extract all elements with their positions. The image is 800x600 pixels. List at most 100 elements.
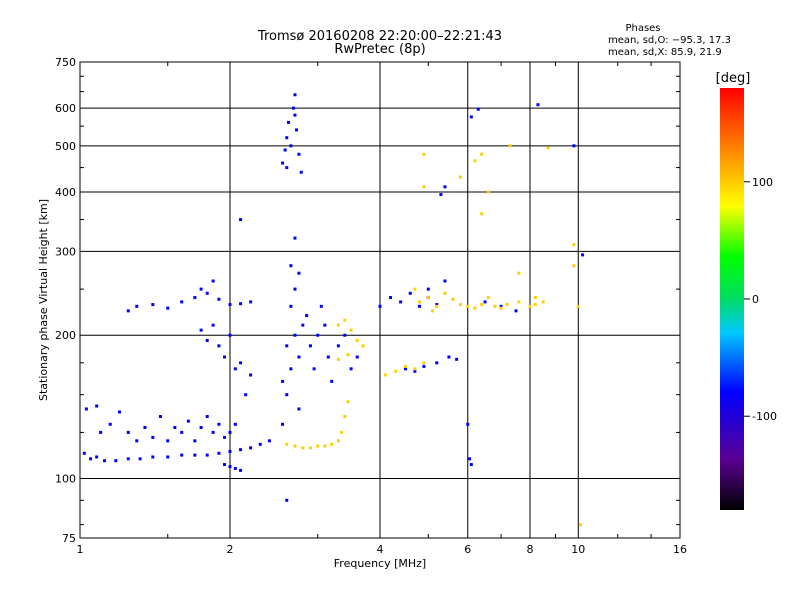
y-tick-label: 750 (55, 56, 76, 69)
data-point (289, 367, 293, 371)
data-point (217, 297, 221, 301)
data-point (422, 152, 426, 156)
data-point (305, 314, 309, 318)
data-point (205, 291, 209, 295)
colorbar-ticks: 100 0 -100 (744, 176, 777, 423)
data-point (289, 144, 293, 148)
data-point (546, 146, 550, 150)
data-point (285, 344, 289, 348)
data-point (223, 435, 227, 439)
data-point (413, 367, 417, 371)
data-point (211, 430, 215, 434)
y-tick-label: 75 (62, 532, 76, 545)
data-point (281, 379, 285, 383)
data-point (173, 425, 177, 429)
data-point (180, 430, 184, 434)
data-point (572, 264, 576, 268)
data-point (205, 414, 209, 418)
data-point (455, 357, 459, 361)
data-point (443, 185, 447, 189)
data-point (533, 296, 537, 300)
data-point (408, 291, 412, 295)
data-point (293, 444, 297, 448)
data-point (572, 243, 576, 247)
data-point (151, 435, 155, 439)
data-points (82, 93, 585, 527)
data-point (316, 444, 320, 448)
data-point (536, 103, 540, 107)
data-point (186, 419, 190, 423)
data-point (340, 430, 344, 434)
data-point (486, 190, 490, 194)
data-point (336, 439, 340, 443)
tick-labels: 1 2 4 6 8 10 16 75 100 200 300 400 500 600 750 (55, 56, 687, 556)
data-point (301, 446, 305, 450)
y-tick-label: 500 (55, 140, 76, 153)
data-point (281, 422, 285, 426)
data-point (286, 120, 290, 124)
data-point (217, 451, 221, 455)
data-point (239, 361, 243, 365)
data-point (349, 367, 353, 371)
data-point (326, 355, 330, 359)
data-point (299, 170, 303, 174)
data-point (403, 364, 407, 368)
data-point (84, 407, 88, 411)
data-point (158, 414, 162, 418)
data-point (135, 439, 139, 443)
data-point (480, 152, 484, 156)
data-point (413, 369, 417, 373)
data-point (343, 333, 347, 337)
data-point (126, 430, 130, 434)
data-point (576, 304, 580, 308)
data-point (355, 338, 359, 342)
data-point (293, 333, 297, 337)
data-point (249, 446, 253, 450)
data-point (166, 455, 170, 459)
y-tick-label: 100 (55, 473, 76, 486)
data-point (89, 457, 93, 461)
y-axis-label: Stationary phase Virtual Height [km] (37, 199, 50, 401)
data-point (346, 353, 350, 357)
data-point (126, 457, 130, 461)
data-point (211, 323, 215, 327)
data-point (223, 355, 227, 359)
data-point (293, 236, 297, 240)
data-point (431, 309, 435, 313)
data-point (389, 296, 393, 300)
data-point (114, 459, 118, 463)
data-point (458, 303, 462, 307)
data-point (166, 306, 170, 310)
data-point (293, 287, 297, 291)
data-point (541, 300, 545, 304)
data-point (103, 459, 107, 463)
data-point (301, 323, 305, 327)
colorbar (720, 88, 744, 510)
data-point (199, 287, 203, 291)
x-tick-label: 1 (77, 543, 84, 556)
data-point (319, 304, 323, 308)
data-point (383, 373, 387, 377)
data-point (138, 457, 142, 461)
chart-title: Tromsø 20160208 22:20:00–22:21:43 (257, 29, 502, 44)
data-point (476, 107, 480, 111)
data-point (514, 309, 518, 313)
data-point (285, 442, 289, 446)
plot-frame (79, 61, 681, 539)
colorbar-tick-label: 0 (752, 293, 759, 306)
data-point (297, 407, 301, 411)
phases-o-stats: mean, sd,O: −95.3, 17.3 (608, 35, 731, 46)
data-point (528, 304, 532, 308)
data-point (443, 279, 447, 283)
data-point (435, 303, 439, 307)
data-point (135, 304, 139, 308)
data-point (228, 430, 232, 434)
data-point (223, 463, 227, 467)
phases-title: Phases (625, 23, 660, 34)
data-point (258, 442, 262, 446)
data-point (483, 300, 487, 304)
data-point (193, 453, 197, 457)
data-point (297, 271, 301, 275)
data-point (466, 422, 470, 426)
data-point (99, 430, 103, 434)
